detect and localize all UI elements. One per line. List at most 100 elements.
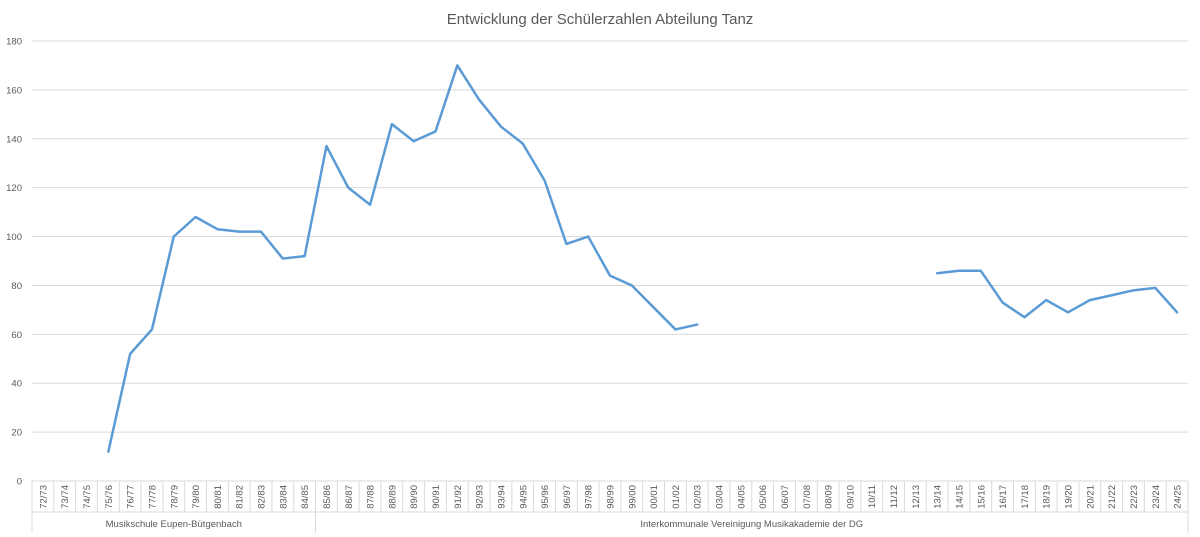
x-tick-label: 91/92 bbox=[453, 485, 464, 509]
data-point bbox=[935, 271, 939, 275]
series-lines bbox=[106, 63, 1179, 454]
data-point bbox=[1153, 286, 1157, 290]
gridlines bbox=[32, 40, 1188, 482]
x-tick-label: 93/94 bbox=[496, 485, 507, 509]
x-tick-label: 87/88 bbox=[366, 485, 377, 509]
data-point bbox=[652, 305, 656, 309]
data-point bbox=[412, 139, 416, 143]
x-tick-label: 79/80 bbox=[191, 485, 202, 509]
x-tick-label: 06/07 bbox=[780, 485, 791, 509]
x-tick-label: 11/12 bbox=[889, 485, 900, 508]
x-tick-label: 86/87 bbox=[344, 485, 355, 509]
x-tick-label: 20/21 bbox=[1085, 485, 1096, 509]
data-point bbox=[1131, 288, 1135, 292]
data-point bbox=[608, 274, 612, 278]
x-axis-ticks: 72/73 73/74 74/75 75/76 76/77 77/78 78/79 79/80… bbox=[31, 481, 1189, 513]
x-tick-label: 12/13 bbox=[911, 485, 922, 509]
data-point bbox=[390, 122, 394, 126]
category-groups: Musikschule Eupen-Bütgenbach Interkommuna… bbox=[31, 512, 1189, 533]
x-tick-label: 97/98 bbox=[584, 485, 595, 509]
x-tick-label: 05/06 bbox=[758, 485, 769, 509]
data-point bbox=[346, 186, 350, 190]
data-point bbox=[586, 235, 590, 239]
x-tick-label: 24/25 bbox=[1173, 485, 1184, 509]
data-point bbox=[673, 327, 677, 331]
series-line-segment bbox=[935, 269, 1179, 319]
y-tick-label: 160 bbox=[6, 85, 22, 96]
y-tick-label: 0 bbox=[17, 477, 22, 488]
data-point bbox=[215, 227, 219, 231]
data-point bbox=[1001, 301, 1005, 305]
data-point bbox=[957, 269, 961, 273]
x-tick-label: 88/89 bbox=[387, 485, 398, 509]
data-point bbox=[1088, 298, 1092, 302]
data-point bbox=[281, 257, 285, 261]
x-tick-label: 96/97 bbox=[562, 485, 573, 509]
data-point bbox=[259, 230, 263, 234]
x-tick-label: 07/08 bbox=[802, 485, 813, 509]
data-point bbox=[194, 215, 198, 219]
group-label: Interkommunale Vereinigung Musikakademie… bbox=[640, 519, 863, 530]
series-line-segment bbox=[107, 64, 699, 453]
x-tick-label: 23/24 bbox=[1151, 485, 1162, 509]
data-point bbox=[434, 129, 438, 133]
x-tick-label: 19/20 bbox=[1064, 485, 1075, 509]
x-tick-label: 03/04 bbox=[715, 485, 726, 509]
x-tick-label: 94/95 bbox=[518, 485, 529, 509]
x-tick-label: 78/79 bbox=[169, 485, 180, 509]
x-tick-label: 16/17 bbox=[998, 485, 1009, 509]
x-tick-label: 82/83 bbox=[257, 485, 268, 509]
data-point bbox=[150, 327, 154, 331]
x-tick-label: 99/00 bbox=[627, 485, 638, 509]
x-tick-label: 13/14 bbox=[933, 485, 944, 509]
x-tick-label: 75/76 bbox=[104, 485, 115, 509]
y-tick-label: 20 bbox=[11, 428, 22, 439]
x-tick-label: 90/91 bbox=[431, 485, 442, 509]
x-tick-label: 09/10 bbox=[845, 485, 856, 509]
x-tick-label: 10/11 bbox=[867, 485, 878, 508]
data-point bbox=[303, 254, 307, 258]
data-point bbox=[368, 203, 372, 207]
y-tick-label: 80 bbox=[11, 281, 22, 292]
group-label: Musikschule Eupen-Bütgenbach bbox=[106, 519, 242, 530]
data-point bbox=[564, 242, 568, 246]
x-tick-label: 15/16 bbox=[976, 485, 987, 509]
x-tick-label: 02/03 bbox=[693, 485, 704, 509]
x-tick-label: 85/86 bbox=[322, 485, 333, 509]
data-point bbox=[543, 178, 547, 182]
data-point bbox=[521, 142, 525, 146]
x-tick-label: 95/96 bbox=[540, 485, 551, 509]
data-point bbox=[455, 63, 459, 67]
x-tick-label: 08/09 bbox=[824, 485, 835, 509]
x-tick-label: 80/81 bbox=[213, 485, 224, 509]
x-tick-label: 83/84 bbox=[278, 485, 289, 509]
y-axis-ticks: 0 20 40 60 80 100 120 140 160 180 bbox=[6, 37, 22, 488]
chart-title: Entwicklung der Schülerzahlen Abteilung … bbox=[447, 11, 754, 28]
y-tick-label: 180 bbox=[6, 37, 22, 48]
data-point bbox=[1175, 310, 1179, 314]
data-point bbox=[237, 230, 241, 234]
x-tick-label: 89/90 bbox=[409, 485, 420, 509]
x-tick-label: 21/22 bbox=[1107, 485, 1118, 509]
data-point bbox=[172, 235, 176, 239]
x-tick-label: 81/82 bbox=[235, 485, 246, 509]
x-tick-label: 17/18 bbox=[1020, 485, 1031, 509]
data-point bbox=[1022, 315, 1026, 319]
y-tick-label: 40 bbox=[11, 379, 22, 390]
x-tick-label: 01/02 bbox=[671, 485, 682, 509]
data-point bbox=[324, 144, 328, 148]
data-point bbox=[1066, 310, 1070, 314]
x-tick-label: 77/78 bbox=[147, 485, 158, 509]
x-tick-label: 04/05 bbox=[736, 485, 747, 509]
x-tick-label: 74/75 bbox=[82, 485, 93, 509]
x-tick-label: 98/99 bbox=[606, 485, 617, 509]
x-tick-label: 76/77 bbox=[126, 485, 137, 509]
y-tick-label: 100 bbox=[6, 232, 22, 243]
data-point bbox=[499, 125, 503, 129]
data-point bbox=[128, 352, 132, 356]
data-point bbox=[477, 98, 481, 102]
y-tick-label: 120 bbox=[6, 183, 22, 194]
y-tick-label: 140 bbox=[6, 134, 22, 145]
data-point bbox=[106, 450, 110, 454]
